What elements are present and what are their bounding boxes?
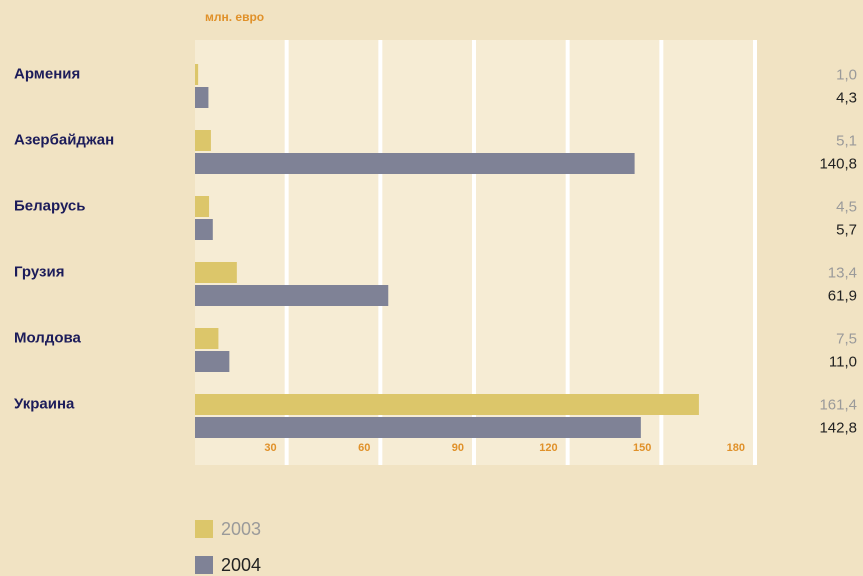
x-tick-label: 150 — [633, 442, 651, 454]
category-label: Молдова — [14, 329, 82, 346]
bar — [195, 262, 237, 283]
category-label: Армения — [14, 65, 80, 82]
legend-swatch — [195, 556, 213, 574]
value-label: 4,5 — [836, 198, 857, 215]
value-label: 13,4 — [828, 264, 857, 281]
x-tick-label: 60 — [358, 442, 370, 454]
bar — [195, 285, 389, 306]
value-label: 140,8 — [819, 155, 857, 172]
value-label: 4,3 — [836, 89, 857, 106]
value-label: 5,1 — [836, 132, 857, 149]
x-tick-label: 180 — [727, 442, 745, 454]
value-label: 1,0 — [836, 66, 857, 83]
legend-label: 2003 — [221, 519, 261, 539]
value-label: 7,5 — [836, 330, 857, 347]
x-tick-label: 90 — [452, 442, 464, 454]
bar — [195, 196, 210, 217]
category-label: Украина — [14, 395, 75, 412]
category-label: Грузия — [14, 263, 64, 280]
bar — [195, 328, 219, 349]
bar — [195, 219, 213, 240]
legend-label: 2004 — [221, 555, 261, 575]
value-label: 5,7 — [836, 221, 857, 238]
category-label: Азербайджан — [14, 131, 114, 148]
axis-label: млн. евро — [205, 10, 264, 24]
bar — [195, 351, 230, 372]
x-tick-label: 120 — [539, 442, 557, 454]
value-label: 11,0 — [829, 353, 857, 370]
value-label: 142,8 — [819, 419, 857, 436]
bar — [195, 417, 641, 438]
value-label: 61,9 — [828, 287, 857, 304]
value-label: 161,4 — [819, 396, 857, 413]
bar — [195, 64, 199, 85]
legend-swatch — [195, 520, 213, 538]
bar — [195, 87, 209, 108]
bar — [195, 130, 211, 151]
bar — [195, 394, 699, 415]
bar — [195, 153, 635, 174]
category-label: Беларусь — [14, 197, 86, 214]
x-tick-label: 30 — [264, 442, 276, 454]
